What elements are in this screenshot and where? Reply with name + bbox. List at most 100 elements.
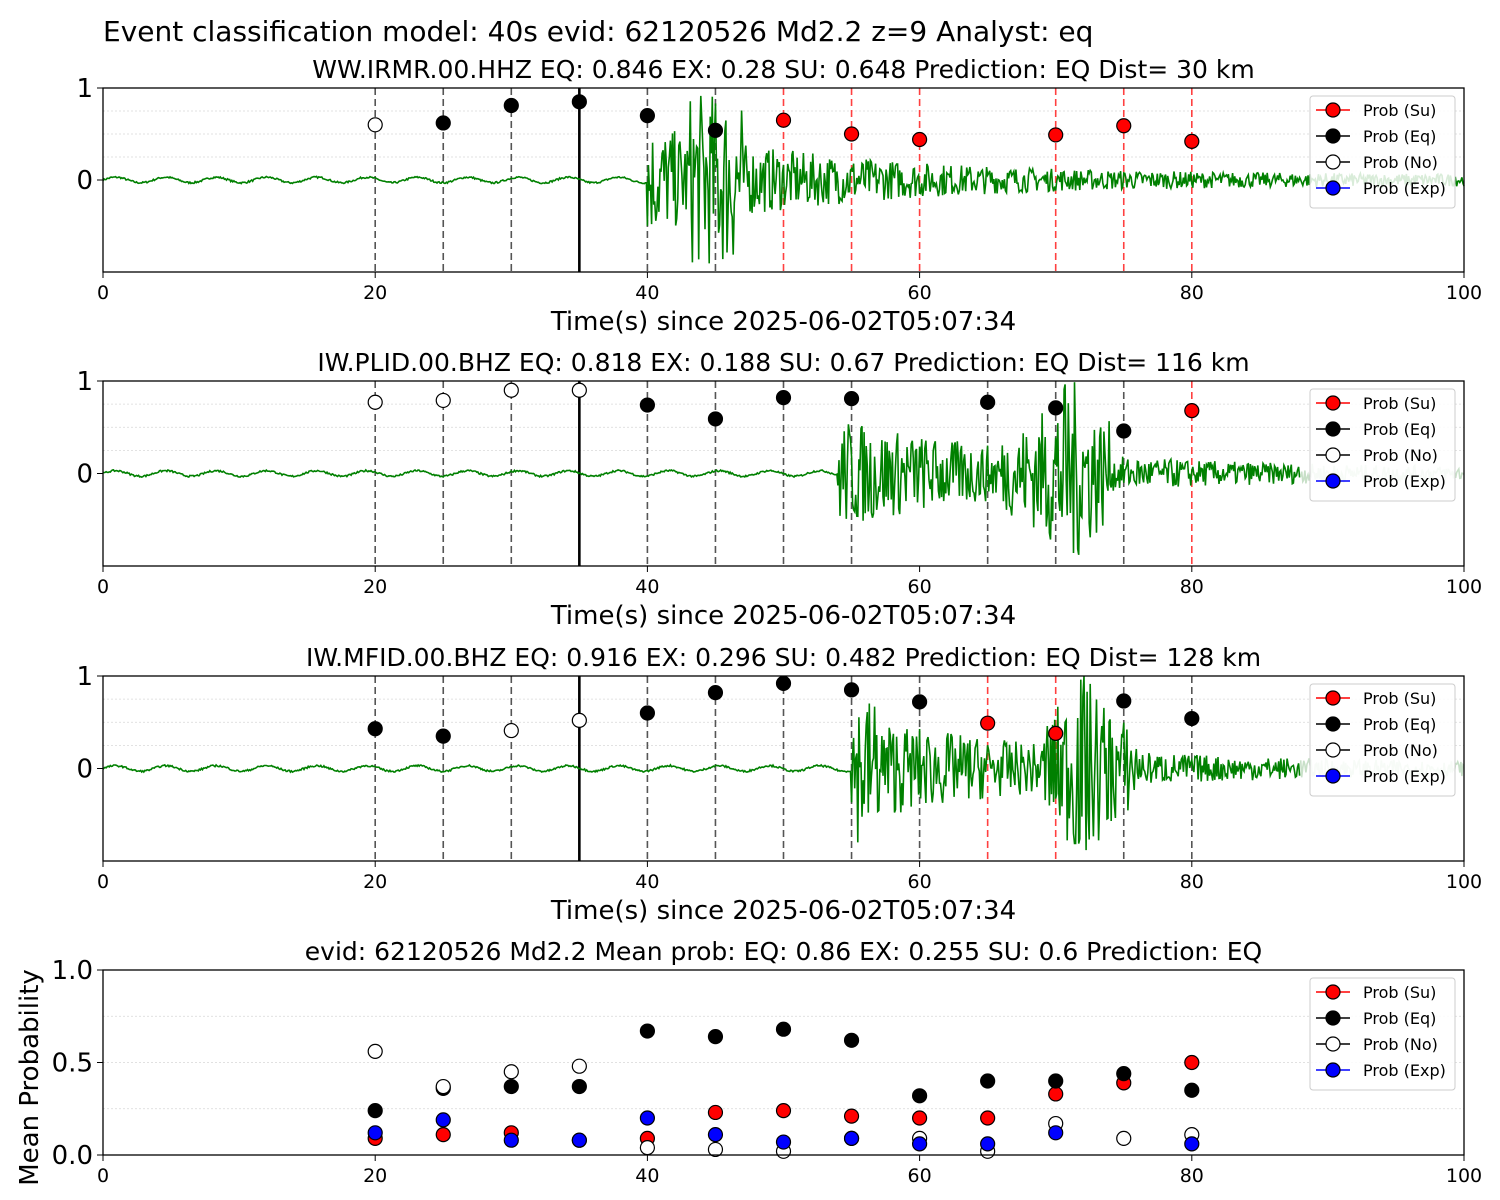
legend: Prob (Su) Prob (Eq) Prob (No) Prob (Exp) <box>1309 683 1456 797</box>
prob-marker-eq <box>775 390 792 406</box>
prob-marker-eq <box>843 682 860 698</box>
legend-entry: Prob (Exp) <box>1363 472 1446 491</box>
legend-entry: Prob (Exp) <box>1363 767 1446 786</box>
x-tick-label: 80 <box>1180 871 1204 893</box>
prob-marker-eq <box>980 394 996 410</box>
mean-marker-eq <box>367 1102 383 1119</box>
x-tick-label: 100 <box>1446 871 1482 893</box>
x-tick-label: 100 <box>1446 576 1482 598</box>
mean-marker-su <box>775 1102 792 1119</box>
x-tick-label: 60 <box>908 871 932 893</box>
mean-marker-eq <box>843 1032 860 1048</box>
x-tick-label: 60 <box>908 576 932 598</box>
prob-marker-no <box>503 382 519 398</box>
mean-marker-su <box>911 1110 928 1126</box>
mean-marker-eq <box>571 1078 587 1095</box>
y-tick-label: 0 <box>76 755 93 785</box>
legend-marker-no <box>1325 447 1341 463</box>
x-tick-label: 80 <box>1180 576 1204 598</box>
prob-marker-eq <box>1184 710 1200 727</box>
prob-marker-su <box>843 126 860 142</box>
prob-marker-no <box>367 117 383 133</box>
legend: Prob (Su) Prob (Eq) Prob (No) Prob (Exp) <box>1309 388 1456 502</box>
mean-marker-eq <box>639 1023 656 1039</box>
prob-marker-su <box>775 112 792 128</box>
x-tick-label: 80 <box>1180 282 1204 304</box>
prob-marker-eq <box>707 685 724 701</box>
legend-marker-eq <box>1325 1010 1341 1026</box>
y-tick-label: 0.0 <box>52 1141 93 1171</box>
prob-marker-eq <box>435 115 451 131</box>
legend-entry: Prob (Eq) <box>1363 420 1436 439</box>
y-tick-label: 0 <box>76 166 93 196</box>
mean-marker-no <box>707 1141 724 1158</box>
mean-marker-exp <box>571 1132 587 1148</box>
axes-frame <box>102 969 1465 1156</box>
y-axis-label: Mean Probability <box>15 969 45 1186</box>
prob-marker-su <box>1116 118 1132 134</box>
prob-marker-eq <box>367 721 383 737</box>
mean-marker-exp <box>367 1125 383 1141</box>
mean-marker-eq <box>707 1028 724 1045</box>
prob-marker-su <box>1048 127 1064 143</box>
x-tick-label: 100 <box>1446 1165 1482 1187</box>
legend-entry: Prob (Su) <box>1363 689 1436 708</box>
panel-2: IW.PLID.00.BHZ EQ: 0.818 EX: 0.188 SU: 0… <box>76 348 1482 631</box>
mean-marker-exp <box>980 1136 996 1152</box>
panel-title: WW.IRMR.00.HHZ EQ: 0.846 EX: 0.28 SU: 0.… <box>312 55 1255 84</box>
legend-entry: Prob (No) <box>1363 446 1438 465</box>
mean-marker-eq <box>1116 1065 1132 1082</box>
legend-marker-no <box>1325 742 1341 758</box>
mean-marker-su <box>843 1108 860 1124</box>
axes-frame <box>102 675 1465 862</box>
x-tick-label: 20 <box>363 282 387 304</box>
legend-marker-exp <box>1325 1062 1341 1078</box>
mean-marker-exp <box>1048 1125 1064 1141</box>
mean-marker-eq <box>503 1078 519 1095</box>
mean-marker-exp <box>843 1130 860 1146</box>
x-tick-label: 20 <box>363 871 387 893</box>
legend-marker-eq <box>1325 128 1341 144</box>
prob-marker-eq <box>1116 423 1132 439</box>
x-tick-label: 0 <box>97 576 109 598</box>
mean-marker-exp <box>1184 1136 1200 1152</box>
y-tick-label: 1 <box>76 662 93 692</box>
prob-marker-no <box>571 382 587 398</box>
x-tick-label: 80 <box>1180 1165 1204 1187</box>
legend-box <box>1309 95 1456 209</box>
mean-marker-exp <box>707 1127 724 1143</box>
x-axis-label: Time(s) since 2025-06-02T05:07:34 <box>550 307 1016 337</box>
legend-marker-no <box>1325 1036 1341 1052</box>
mean-marker-no <box>367 1043 383 1060</box>
y-tick-label: 0.5 <box>52 1049 93 1079</box>
prob-marker-su <box>1048 725 1064 741</box>
legend-marker-exp <box>1325 473 1341 489</box>
legend: Prob (Su) Prob (Eq) Prob (No) Prob (Exp) <box>1309 977 1456 1091</box>
waveform-trace <box>102 95 1465 264</box>
prob-marker-no <box>367 394 383 410</box>
prob-marker-eq <box>911 694 928 710</box>
legend-box <box>1309 977 1456 1091</box>
legend-marker-exp <box>1325 180 1341 196</box>
prob-marker-eq <box>503 97 519 114</box>
legend-marker-su <box>1325 690 1341 706</box>
mean-marker-exp <box>503 1132 519 1148</box>
mean-marker-exp <box>911 1136 928 1152</box>
y-tick-label: 1 <box>76 74 93 104</box>
legend-entry: Prob (Su) <box>1363 394 1436 413</box>
mean-marker-no <box>639 1139 656 1156</box>
x-tick-label: 40 <box>635 576 659 598</box>
prob-marker-no <box>571 712 587 729</box>
panel-title: IW.PLID.00.BHZ EQ: 0.818 EX: 0.188 SU: 0… <box>317 348 1249 377</box>
x-tick-label: 0 <box>97 871 109 893</box>
prob-marker-eq <box>571 94 587 110</box>
mean-marker-eq <box>980 1073 996 1089</box>
mean-marker-no <box>503 1064 519 1080</box>
prob-marker-eq <box>843 390 860 407</box>
prob-marker-su <box>980 715 996 731</box>
figure-title: Event classification model: 40s evid: 62… <box>103 15 1093 48</box>
legend-marker-eq <box>1325 421 1341 437</box>
mean-marker-eq <box>911 1088 928 1104</box>
x-axis-label: Time(s) since 2025-06-02T05:07:34 <box>550 601 1016 631</box>
